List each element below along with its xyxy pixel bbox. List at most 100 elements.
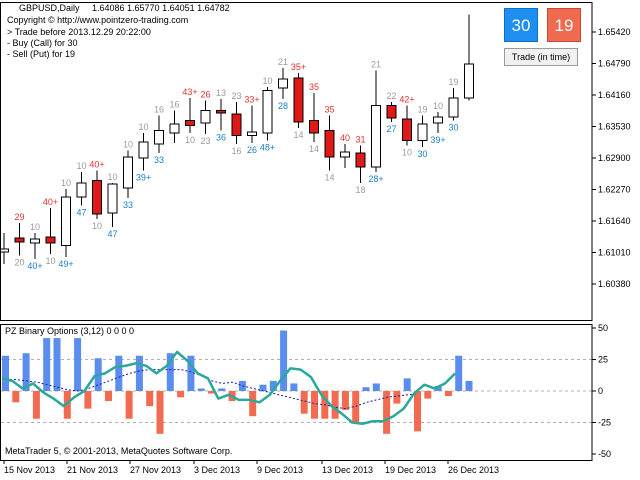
indicator-tick-label: -50 <box>598 449 611 459</box>
candle-bottom-label: 18 <box>355 185 365 195</box>
candle-bottom-label: 26 <box>247 145 257 155</box>
histogram-bar <box>249 391 257 417</box>
candle-body <box>200 110 211 124</box>
candle-body <box>0 248 9 253</box>
candlestick-series: 29201040+40+101049+104740+10104710331039… <box>0 14 474 271</box>
candle-bottom-label: 47 <box>76 208 86 218</box>
histogram-bar <box>311 391 318 419</box>
price-tick-label: 1.62270 <box>598 185 631 195</box>
histogram-bar <box>2 355 9 391</box>
candle-top-label: 10 <box>107 172 117 182</box>
histogram-bar <box>465 380 473 391</box>
histogram-bar <box>269 380 277 391</box>
candle-top-label: 31 <box>355 135 365 145</box>
price-tick-label: 1.60380 <box>598 279 631 289</box>
candle-body <box>123 156 133 189</box>
price-tick-label: 1.64160 <box>598 90 631 100</box>
candle-top-label: 40+ <box>89 160 104 170</box>
candle-top-label: 35+ <box>291 62 306 72</box>
candle-body <box>138 141 149 159</box>
call-button[interactable]: 30 <box>504 8 538 42</box>
histogram-bar <box>156 391 164 434</box>
candle-bottom-label: 49+ <box>58 259 73 269</box>
price-tick-label: 1.62900 <box>598 153 631 163</box>
histogram-bar <box>341 391 349 410</box>
candle-body <box>45 236 56 244</box>
candle-bottom-label: 28+ <box>368 174 383 184</box>
histogram-bar <box>280 330 288 391</box>
candle-bottom-label: 39+ <box>430 135 445 145</box>
histogram-bar <box>53 338 61 391</box>
histogram-bar <box>12 391 20 403</box>
candle-body <box>355 152 366 168</box>
time-tick-label: 15 Nov 2013 <box>4 465 55 475</box>
candle-bottom-label: 27 <box>386 124 396 134</box>
candle-body <box>464 63 474 99</box>
candle-body <box>448 97 459 118</box>
candle-body <box>433 116 443 124</box>
histogram-bar <box>218 388 226 391</box>
candle-bottom-label: 47 <box>107 229 117 239</box>
indicator-tick-label: 25 <box>598 355 608 365</box>
histogram-bar <box>362 387 370 391</box>
histogram-bar <box>383 391 391 434</box>
candle-body <box>278 78 288 89</box>
candle-bottom-label: 23 <box>200 136 210 146</box>
candle-bottom-label: 36 <box>216 133 226 143</box>
candle-bottom-label: 20 <box>14 258 24 268</box>
histogram-bar <box>424 391 432 399</box>
candle-top-label: 40+ <box>43 197 58 207</box>
candle-bottom-label: 28 <box>278 101 288 111</box>
time-axis: 15 Nov 2013 21 Nov 2013 27 Nov 2013 3 Dec 2… <box>3 460 499 475</box>
histogram-bar <box>414 391 421 432</box>
histogram-bar <box>105 391 112 402</box>
candle-bottom-label: 10 <box>45 256 55 266</box>
candle-body <box>216 110 226 114</box>
histogram-bar <box>434 385 442 391</box>
histogram-bar <box>177 391 185 398</box>
candle-bottom-label: 14 <box>293 130 303 140</box>
candle-top-label: 42+ <box>399 95 414 105</box>
signal-line <box>6 369 419 410</box>
histogram-bar <box>444 391 452 397</box>
candle-bottom-label: 39+ <box>136 173 151 183</box>
candle-body <box>417 123 428 141</box>
candle-top-label: 10 <box>30 222 40 232</box>
candle-body <box>30 238 40 244</box>
candle-top-label: 35 <box>309 82 319 92</box>
chart-ohlc: 1.64086 1.65770 1.64051 1.64782 <box>92 3 230 13</box>
candle-bottom-label: 30 <box>448 123 458 133</box>
indicator-axis: 50 25 0 -25 -50 <box>592 323 611 459</box>
candle-top-label: 10 <box>123 140 133 150</box>
candle-top-label: 10 <box>138 122 148 132</box>
histogram-bar <box>393 391 401 404</box>
histogram-bar <box>22 353 30 391</box>
price-axis: 1.65420 1.64790 1.64160 1.63530 1.62900 1.622… <box>592 27 631 289</box>
time-tick-label: 27 Nov 2013 <box>130 465 181 475</box>
histogram-bar <box>197 388 205 391</box>
price-tick-label: 1.65420 <box>598 27 631 37</box>
time-tick-label: 26 Dec 2013 <box>448 465 499 475</box>
indicator-tick-label: 50 <box>598 323 608 333</box>
candle-body <box>402 118 412 141</box>
footer-text: MetaTrader 5, © 2001-2013, MetaQuotes So… <box>5 446 233 456</box>
time-tick-label: 19 Dec 2013 <box>385 465 436 475</box>
candle-top-label: 43+ <box>182 87 197 97</box>
candle-body <box>386 105 397 119</box>
candle-body <box>340 151 350 158</box>
candle-bottom-label: 10 <box>92 221 102 231</box>
candle-body <box>107 183 118 214</box>
trade-in-time-button[interactable]: Trade (in time) <box>504 48 578 66</box>
histogram-bar <box>32 391 40 419</box>
price-panel-frame <box>0 2 593 321</box>
candle-top-label: 21 <box>371 60 381 70</box>
candle-top-label: 10 <box>433 101 443 111</box>
candle-top-label: 16 <box>169 100 179 110</box>
put-button[interactable]: 19 <box>547 8 581 42</box>
candle-body <box>154 130 164 145</box>
candle-bottom-label: 33 <box>123 200 133 210</box>
oscillator-line <box>1 350 457 426</box>
candle-bottom-label: 33 <box>154 155 164 165</box>
candle-top-label: 16 <box>154 105 164 115</box>
